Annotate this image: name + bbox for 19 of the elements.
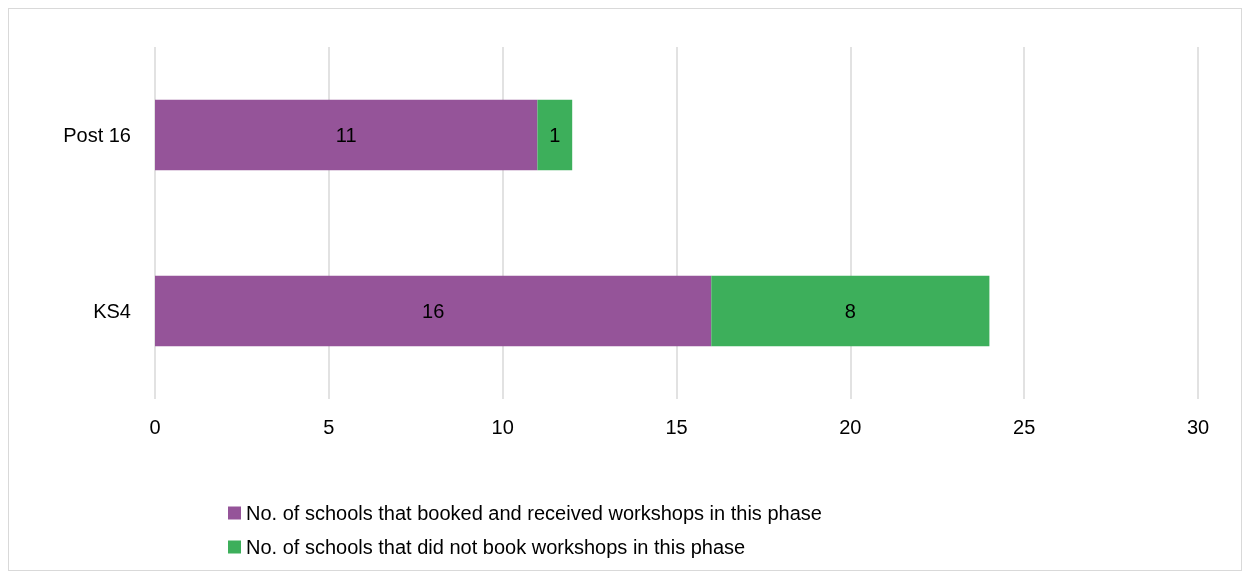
x-tick-label: 30 [1186,416,1210,438]
x-tick-label: 20 [839,416,862,438]
legend-label: No. of schools that booked and received workshops in this phase [246,502,822,524]
data-label: 11 [335,124,357,146]
bar [155,99,538,171]
bar [537,99,573,171]
data-label: 16 [422,300,445,322]
bar [155,275,712,347]
x-tick-label: 15 [665,416,688,438]
x-tick-label: 0 [149,416,161,438]
x-tick-label: 5 [323,416,335,438]
y-tick-label: Post 16 [63,124,131,146]
y-tick-label: KS4 [93,300,131,322]
x-tick-label: 10 [491,416,514,438]
legend-label: No. of schools that did not book workshops in this phase [246,536,746,558]
data-label: 1 [549,124,561,146]
bar [711,275,990,347]
x-tick-label: 25 [1013,416,1036,438]
data-label: 8 [844,300,856,322]
